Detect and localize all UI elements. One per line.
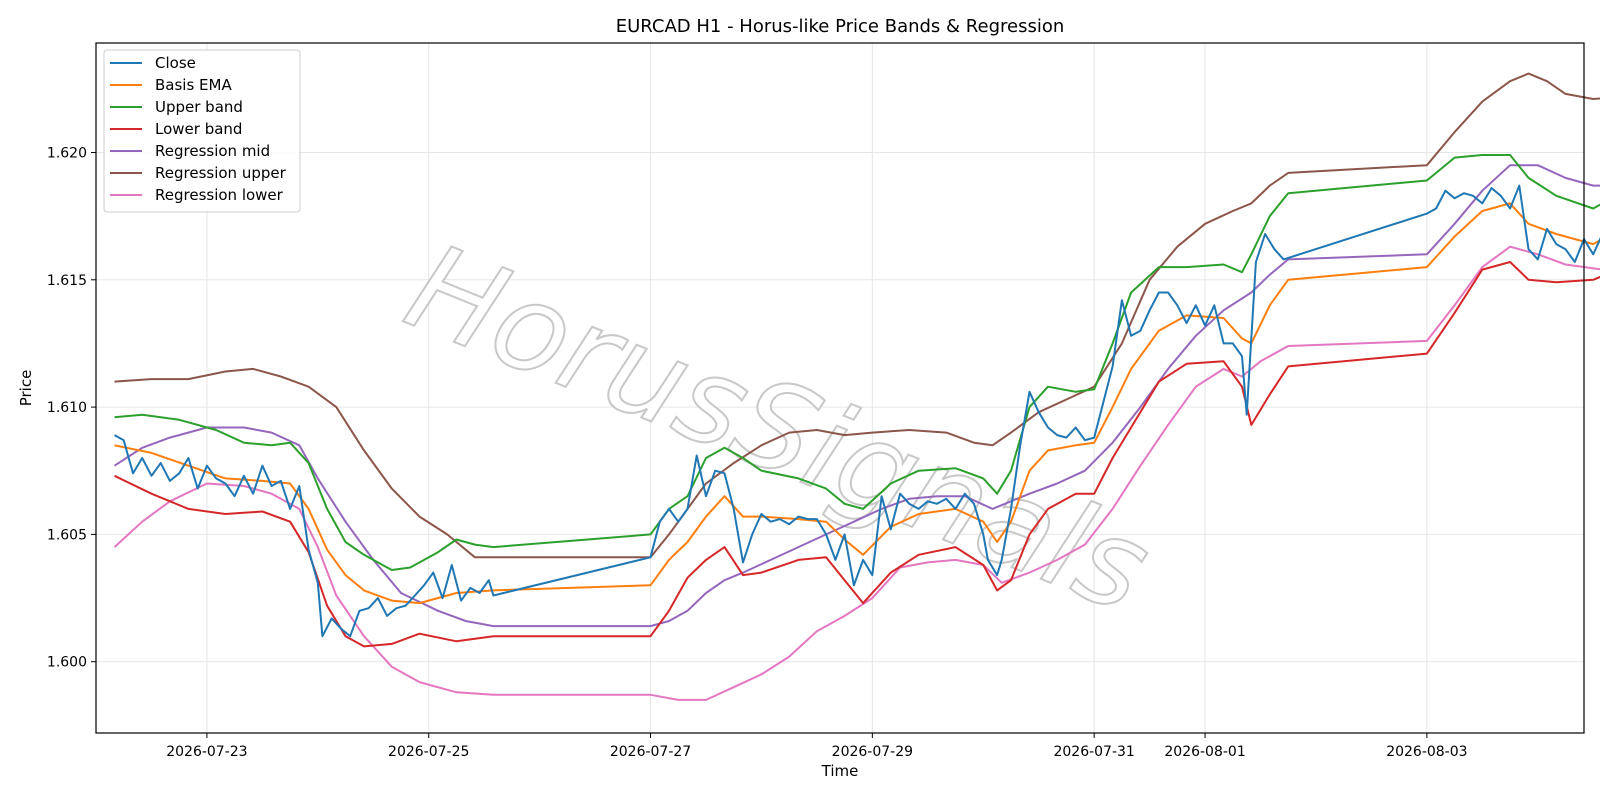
y-tick-label: 1.605 [47,527,87,543]
legend-label-basis-ema: Basis EMA [155,76,232,94]
legend-box [103,49,301,213]
plot-frame [95,42,1585,734]
legend-label-upper-band: Upper band [155,98,243,116]
series-line-regression-mid [113,164,1600,628]
legend-label-lower-band: Lower band [155,120,242,138]
x-axis-label: Time [821,762,859,780]
series-line-close [114,184,1600,638]
x-tick-label: 2026-07-27 [610,744,691,760]
y-tick-label: 1.610 [47,400,87,416]
grid-lines [96,43,1584,733]
legend-label-regression-upper: Regression upper [155,164,287,182]
series-line-basis-ema [114,202,1600,605]
y-tick-label: 1.615 [47,273,87,289]
x-axis-ticks: 2026-07-23 2026-07-25 2026-07-27 2026-07-29… [166,733,1468,760]
legend-label-regression-lower: Regression lower [155,186,284,204]
legend-label-close: Close [155,54,196,72]
series-lines [113,72,1600,701]
y-axis-label: Price [17,370,35,407]
x-tick-label: 2026-07-31 [1053,744,1134,760]
series-line-upper-band [114,154,1600,571]
x-tick-label: 2026-08-01 [1164,744,1245,760]
legend: Close Basis EMA Upper band Lower band Regres… [103,49,301,213]
y-tick-label: 1.600 [47,655,87,671]
x-tick-label: 2026-07-23 [166,744,247,760]
x-tick-label: 2026-07-25 [388,744,469,760]
x-tick-label: 2026-08-03 [1386,744,1467,760]
legend-label-regression-mid: Regression mid [155,142,270,160]
series-line-lower-band [114,261,1600,648]
y-tick-label: 1.620 [47,145,87,161]
series-line-regression-upper [114,72,1600,559]
x-tick-label: 2026-07-29 [832,744,913,760]
chart-title: EURCAD H1 - Horus-like Price Bands & Reg… [616,16,1065,37]
y-axis-ticks: 1.600 1.605 1.610 1.615 1.620 [47,145,96,671]
